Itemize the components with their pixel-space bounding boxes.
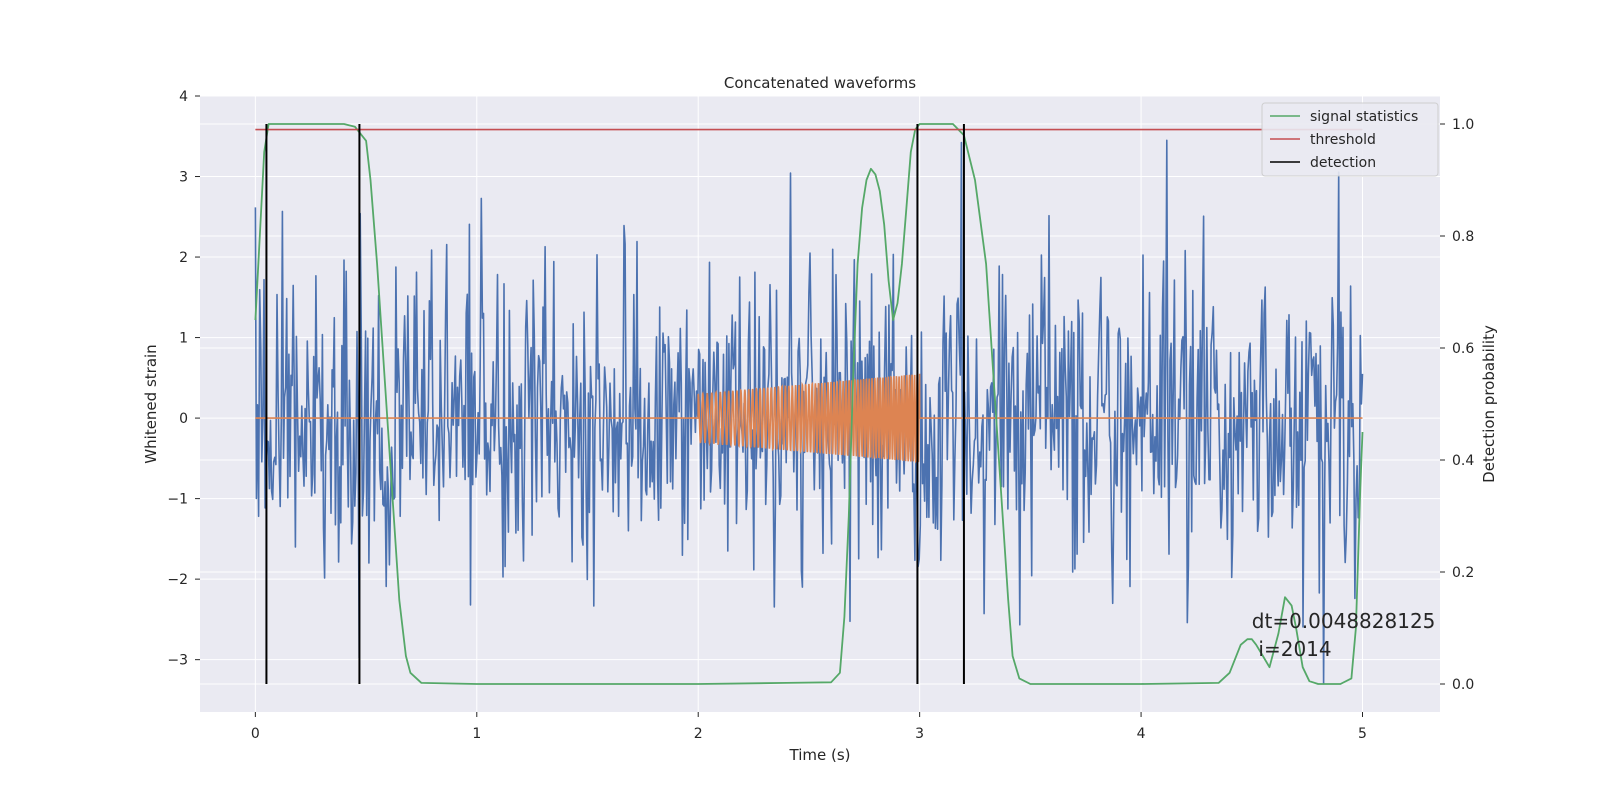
legend: signal statistics threshold detection [1261, 102, 1439, 177]
x-tick-label: 1 [472, 726, 481, 742]
y-tick-label: 4 [179, 89, 188, 105]
strain-series [254, 139, 1364, 685]
signal-statistics-series [254, 123, 1364, 685]
legend-box [1261, 102, 1439, 177]
detection-lines [265, 124, 965, 684]
legend-label-threshold: threshold [1310, 132, 1376, 148]
y-tick-label-right: 0.4 [1452, 453, 1474, 469]
injection-series [255, 373, 1363, 464]
strain-line [254, 139, 1364, 685]
y-axis-right-label: Detection probability [1480, 325, 1498, 483]
x-tick-label: 3 [915, 726, 924, 742]
y-tick-label: 2 [179, 250, 188, 266]
annotations: dt=0.0048828125 i=2014 [1252, 609, 1436, 661]
x-axis-ticks: 0 1 2 3 4 5 [251, 712, 1367, 742]
y-tick-label: −1 [167, 492, 188, 508]
signal-statistics-line [254, 123, 1364, 685]
y-axis-label: Whitened strain [142, 344, 160, 463]
x-tick-label: 0 [251, 726, 260, 742]
x-tick-label: 5 [1358, 726, 1367, 742]
y-axis-right-ticks: 0.0 0.2 0.4 0.6 0.8 1.0 [1440, 117, 1474, 693]
legend-label-signal-statistics: signal statistics [1310, 109, 1418, 125]
y-tick-label: 3 [179, 170, 188, 186]
y-tick-label: 0 [179, 411, 188, 427]
injection-line [255, 373, 1363, 464]
x-axis-label: Time (s) [789, 746, 851, 764]
x-tick-label: 4 [1137, 726, 1146, 742]
x-tick-label: 2 [694, 726, 703, 742]
y-tick-label-right: 0.2 [1452, 565, 1474, 581]
y-tick-label: −2 [167, 572, 188, 588]
y-tick-label: −3 [167, 653, 188, 669]
legend-label-detection: detection [1310, 155, 1376, 171]
annotation-dt: dt=0.0048828125 [1252, 609, 1436, 633]
y-tick-label-right: 0.0 [1452, 677, 1474, 693]
y-tick-label-right: 1.0 [1452, 117, 1474, 133]
annotation-i: i=2014 [1258, 637, 1331, 661]
chart-title: Concatenated waveforms [724, 74, 916, 92]
y-axis-ticks: −3 −2 −1 0 1 2 3 4 [167, 89, 200, 669]
y-tick-label-right: 0.8 [1452, 229, 1474, 245]
y-tick-label: 1 [179, 331, 188, 347]
y-tick-label-right: 0.6 [1452, 341, 1474, 357]
